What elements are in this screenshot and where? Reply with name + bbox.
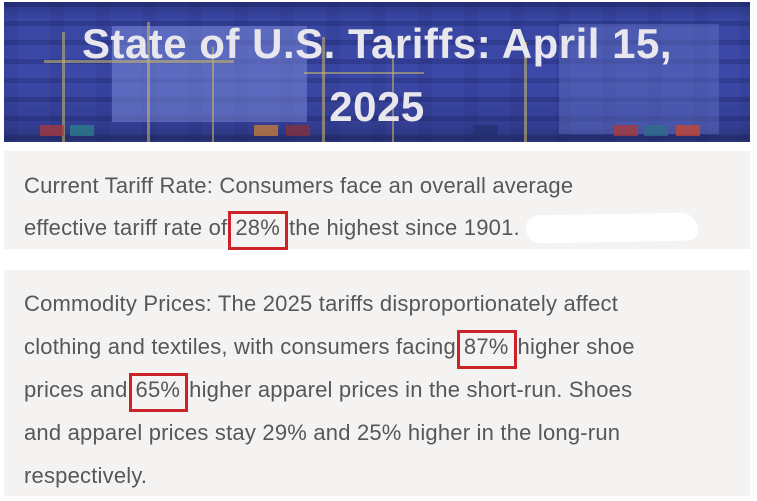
whiteout-redaction-smudge [525,212,699,244]
crane-structure [524,42,527,142]
highlighted-percentage: 28% [228,211,288,250]
photo-light-patch [559,24,719,134]
crane-structure [212,47,214,142]
text-line: and apparel prices stay 29% and 25% high… [24,411,750,454]
text-segment: Commodity Prices: The 2025 tariffs dispr… [24,291,619,316]
text-segment: effective tariff rate of [24,215,228,240]
section-commodity-prices: Commodity Prices: The 2025 tariffs dispr… [4,270,750,496]
crane-structure [44,60,234,63]
text-line: prices and 65% higher apparel prices in th… [24,368,750,412]
highlighted-percentage: 87% [456,330,517,369]
page-title-line-1: State of U.S. Tariffs: April 15, [81,20,673,67]
text-segment: prices and [24,377,128,402]
text-segment: higher shoe [517,334,635,359]
crane-structure [304,72,424,74]
header-banner: State of U.S. Tariffs: April 15, 2025 [4,2,750,142]
text-line: respectively. [24,454,750,497]
text-line: Current Tariff Rate: Consumers face an o… [24,165,750,207]
crane-structure [392,57,394,142]
crane-structure [322,37,325,142]
text-line: effective tariff rate of 28% the highest s… [24,207,750,250]
shipping-container [254,125,278,136]
text-segment: higher apparel prices in the short-run. … [189,377,633,402]
crane-structure [62,32,65,142]
page-title: State of U.S. Tariffs: April 15, 2025 [4,2,750,138]
shipping-container [614,125,638,136]
crane-structure [147,22,150,142]
shipping-container [644,125,668,136]
text-line: Commodity Prices: The 2025 tariffs dispr… [24,282,750,325]
shipping-container [676,125,700,136]
text-segment: and apparel prices stay 29% and 25% high… [24,420,621,445]
photo-light-patch [112,26,307,122]
text-segment: respectively. [24,463,148,488]
text-segment: Current Tariff Rate: Consumers face an o… [24,173,574,198]
text-segment: clothing and textiles, with consumers fa… [24,334,456,359]
container-stacks [4,124,750,136]
page-title-line-2: 2025 [329,83,425,130]
text-segment: the highest since 1901. [288,215,527,240]
shipping-container [286,125,310,136]
shipping-container [474,125,498,136]
section-current-tariff-rate: Current Tariff Rate: Consumers face an o… [4,151,750,250]
shipping-container [70,125,94,136]
shipping-container [40,125,64,136]
text-line: clothing and textiles, with consumers fa… [24,325,750,369]
highlighted-percentage: 65% [128,373,189,412]
